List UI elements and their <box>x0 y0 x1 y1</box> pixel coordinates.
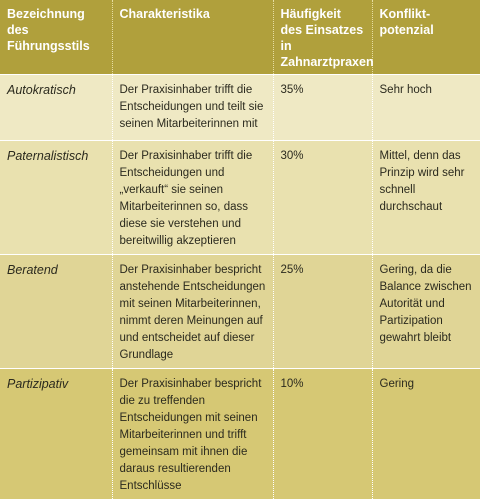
header-characteristics: Charakteristika <box>112 0 273 75</box>
header-style-name: Bezeichnung des Führungsstils <box>0 0 112 75</box>
style-name-cell: Partizipativ <box>0 369 112 499</box>
header-frequency: Häufigkeit des Einsatzes in Zahnarztprax… <box>273 0 372 75</box>
conflict-cell: Gering <box>372 369 480 499</box>
table-header: Bezeichnung des Führungsstils Charakteri… <box>0 0 480 75</box>
conflict-cell: Gering, da die Balance zwischen Autoritä… <box>372 255 480 369</box>
header-row: Bezeichnung des Führungsstils Charakteri… <box>0 0 480 75</box>
table-row: Beratend Der Praxisinhaber bespricht ans… <box>0 255 480 369</box>
frequency-cell: 25% <box>273 255 372 369</box>
conflict-cell: Sehr hoch <box>372 75 480 141</box>
frequency-cell: 10% <box>273 369 372 499</box>
frequency-cell: 30% <box>273 141 372 255</box>
conflict-cell: Mittel, denn das Prinzip wird sehr schne… <box>372 141 480 255</box>
table-body: Autokratisch Der Praxisinhaber trifft di… <box>0 75 480 499</box>
characteristics-cell: Der Praxisinhaber trifft die Entscheidun… <box>112 75 273 141</box>
frequency-cell: 35% <box>273 75 372 141</box>
table-row: Partizipativ Der Praxisinhaber bespricht… <box>0 369 480 499</box>
characteristics-cell: Der Praxisinhaber bespricht die zu treff… <box>112 369 273 499</box>
characteristics-cell: Der Praxisinhaber trifft die Entscheidun… <box>112 141 273 255</box>
table-row: Autokratisch Der Praxisinhaber trifft di… <box>0 75 480 141</box>
header-conflict-potential: Konflikt-potenzial <box>372 0 480 75</box>
style-name-cell: Autokratisch <box>0 75 112 141</box>
characteristics-cell: Der Praxisinhaber bespricht anstehende E… <box>112 255 273 369</box>
style-name-cell: Beratend <box>0 255 112 369</box>
table-row: Paternalistisch Der Praxisinhaber trifft… <box>0 141 480 255</box>
style-name-cell: Paternalistisch <box>0 141 112 255</box>
